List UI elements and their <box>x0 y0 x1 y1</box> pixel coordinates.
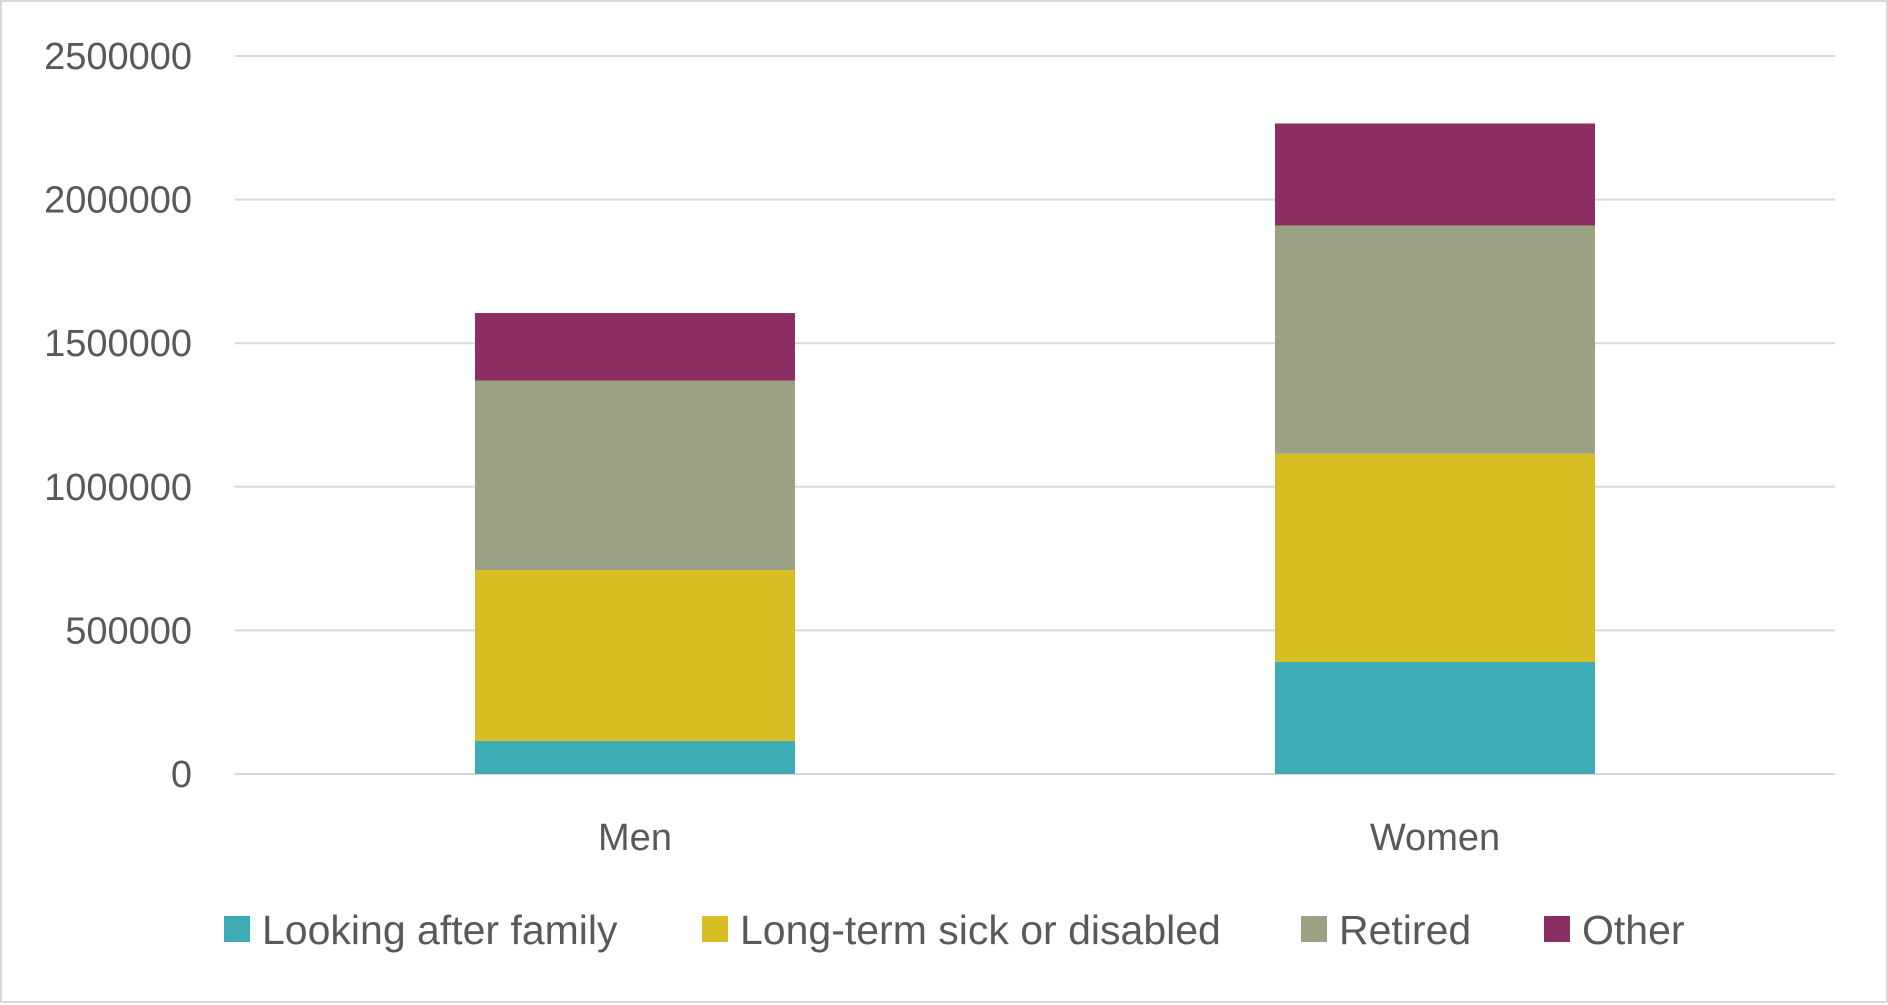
bar-segment-men-looking-after-family <box>475 740 795 774</box>
bar-segment-women-long-term-sick-or-disabled <box>1275 453 1595 662</box>
legend-item-retired: Retired <box>1301 907 1471 953</box>
x-axis-category-labels: Men Women <box>598 817 1500 859</box>
y-tick-label: 1500000 <box>44 323 192 365</box>
x-tick-label-women: Women <box>1370 817 1500 859</box>
legend-item-other: Other <box>1544 907 1685 953</box>
bar-segment-women-looking-after-family <box>1275 661 1595 774</box>
legend-label-other: Other <box>1582 907 1685 953</box>
legend-swatch-retired <box>1301 916 1327 942</box>
legend-swatch-looking-after-family <box>224 916 250 942</box>
legend: Looking after family Long-term sick or di… <box>224 907 1685 953</box>
y-tick-label: 500000 <box>65 610 192 652</box>
legend-swatch-other <box>1544 916 1570 942</box>
legend-label-long-term-sick-or-disabled: Long-term sick or disabled <box>740 907 1221 953</box>
legend-item-looking-after-family: Looking after family <box>224 907 618 953</box>
y-tick-label: 0 <box>171 754 192 796</box>
bars <box>475 123 1595 774</box>
bar-segment-women-retired <box>1275 225 1595 454</box>
legend-swatch-long-term-sick-or-disabled <box>702 916 728 942</box>
bar-segment-women-other <box>1275 123 1595 226</box>
y-axis-tick-labels: 0 500000 1000000 1500000 2000000 2500000 <box>44 36 192 796</box>
bar-segment-men-long-term-sick-or-disabled <box>475 570 795 741</box>
y-tick-label: 1000000 <box>44 467 192 509</box>
bar-segment-men-retired <box>475 380 795 571</box>
y-tick-label: 2000000 <box>44 180 192 222</box>
legend-label-retired: Retired <box>1339 907 1471 953</box>
x-tick-label-men: Men <box>598 817 672 859</box>
bar-segment-men-other <box>475 313 795 381</box>
y-tick-label: 2500000 <box>44 36 192 78</box>
legend-label-looking-after-family: Looking after family <box>262 907 618 953</box>
legend-item-long-term-sick-or-disabled: Long-term sick or disabled <box>702 907 1221 953</box>
